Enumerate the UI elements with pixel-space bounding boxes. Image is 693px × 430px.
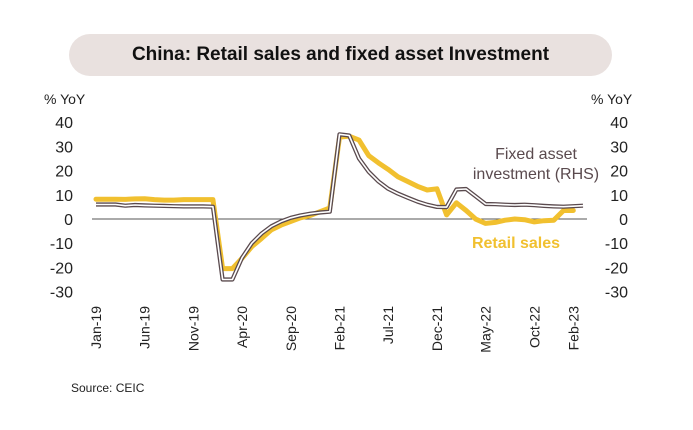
x-tick-label: Apr-20 xyxy=(234,306,250,348)
y-tick-label-right: 40 xyxy=(610,115,628,132)
series-label-line: Fixed asset xyxy=(495,146,577,163)
series-label-retail-sales: Retail sales xyxy=(472,235,560,252)
y-tick-label-left: -30 xyxy=(50,285,73,302)
series-label-line: investment (RHS) xyxy=(473,166,599,183)
x-tick-label: Nov-19 xyxy=(185,306,201,351)
y-tick-label-left: 20 xyxy=(55,164,73,181)
chart-title-banner: China: Retail sales and fixed asset Inve… xyxy=(69,34,612,76)
y-tick-label-left: -10 xyxy=(50,236,73,253)
x-tick-label: Sep-20 xyxy=(283,306,299,351)
x-tick-label: Feb-21 xyxy=(332,306,348,351)
y-tick-label-right: -30 xyxy=(605,285,628,302)
chart-source: Source: CEIC xyxy=(71,381,145,395)
y-axis-unit-left: % YoY xyxy=(44,91,86,107)
y-tick-label-left: 0 xyxy=(64,212,73,229)
y-tick-label-left: -20 xyxy=(50,260,73,277)
series-label-fixed-asset-investment: Fixed asset investment (RHS) xyxy=(473,146,599,183)
y-axis-unit-right: % YoY xyxy=(591,91,633,107)
x-tick-label: Jun-19 xyxy=(137,306,153,349)
x-tick-label: May-22 xyxy=(478,306,494,353)
y-tick-label-right: -20 xyxy=(605,260,628,277)
y-tick-label-right: -10 xyxy=(605,236,628,253)
series-line-fixed-asset-investment-core xyxy=(96,133,584,281)
chart-title: China: Retail sales and fixed asset Inve… xyxy=(131,44,550,65)
y-tick-label-right: 30 xyxy=(610,139,628,156)
x-tick-label: Oct-22 xyxy=(526,306,542,348)
y-tick-label-left: 40 xyxy=(55,115,73,132)
y-tick-label-right: 10 xyxy=(610,188,628,205)
x-tick-label: Jul-21 xyxy=(380,306,396,344)
y-tick-label-right: 20 xyxy=(610,164,628,181)
y-tick-label-left: 10 xyxy=(55,188,73,205)
x-tick-label: Jan-19 xyxy=(88,306,104,349)
y-tick-label-right: 0 xyxy=(619,212,628,229)
x-tick-label: Feb-23 xyxy=(565,306,581,351)
x-tick-label: Dec-21 xyxy=(429,306,445,351)
y-tick-label-left: 30 xyxy=(55,139,73,156)
